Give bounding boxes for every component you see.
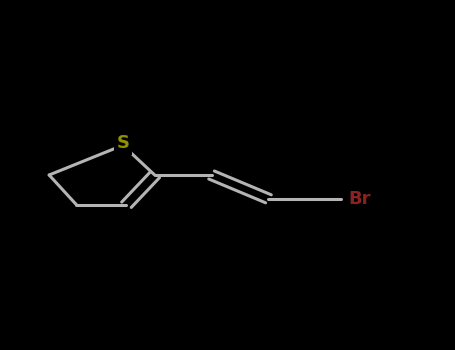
Text: Br: Br <box>348 190 370 208</box>
Text: S: S <box>116 134 129 153</box>
